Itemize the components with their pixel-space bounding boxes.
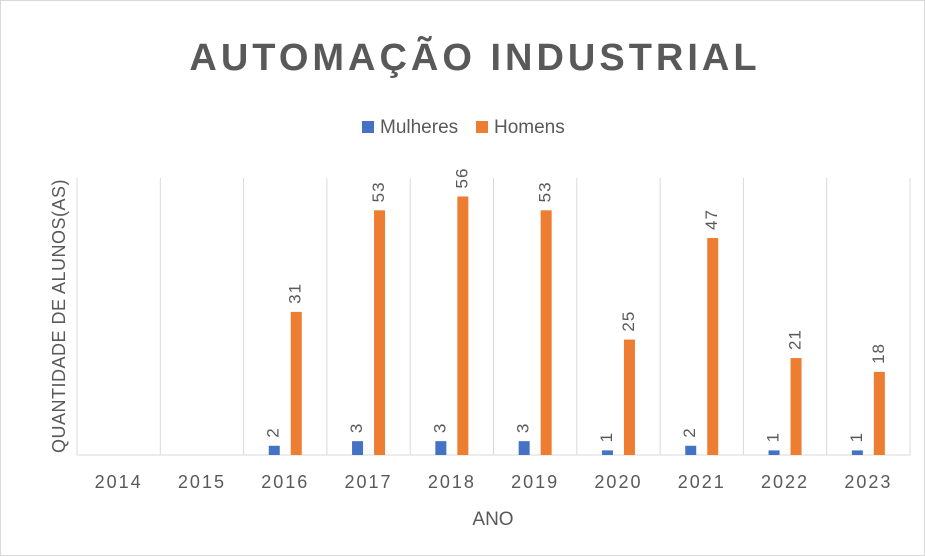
x-tick-label: 2023 xyxy=(844,472,892,492)
data-label: 53 xyxy=(369,181,388,202)
legend-swatch xyxy=(476,121,488,133)
data-label: 1 xyxy=(764,432,783,442)
x-tick-label: 2022 xyxy=(761,472,809,492)
x-tick-label: 2018 xyxy=(428,472,476,492)
x-tick-label: 2019 xyxy=(511,472,559,492)
y-axis-label: QUANTIDADE DE ALUNOS(AS) xyxy=(49,179,69,453)
data-label: 2 xyxy=(680,427,699,437)
data-label: 56 xyxy=(452,168,471,189)
legend-label: Homens xyxy=(494,117,565,138)
bar xyxy=(540,210,552,455)
data-label: 18 xyxy=(869,343,888,364)
legend-swatch xyxy=(362,121,374,133)
x-tick-label: 2021 xyxy=(678,472,726,492)
bar xyxy=(873,371,885,455)
bar xyxy=(374,210,386,455)
bar xyxy=(768,450,780,455)
bar xyxy=(352,441,364,455)
bar xyxy=(623,339,635,455)
data-label: 3 xyxy=(514,423,533,433)
data-label: 1 xyxy=(847,432,866,442)
x-tick-label: 2014 xyxy=(95,472,143,492)
data-label: 53 xyxy=(536,181,555,202)
bar xyxy=(685,445,697,455)
bar xyxy=(290,311,302,455)
x-tick-label: 2017 xyxy=(345,472,393,492)
data-label: 3 xyxy=(430,423,449,433)
legend-label: Mulheres xyxy=(380,117,458,138)
bar xyxy=(435,441,447,455)
bar xyxy=(518,441,530,455)
data-label: 31 xyxy=(286,283,305,304)
x-tick-label: 2016 xyxy=(261,472,309,492)
data-label: 3 xyxy=(347,423,366,433)
bar xyxy=(457,196,469,455)
x-axis-label: ANO xyxy=(472,509,513,530)
data-label: 21 xyxy=(786,329,805,350)
x-tick-label: 2020 xyxy=(594,472,642,492)
bar xyxy=(851,450,863,455)
bar xyxy=(601,450,613,455)
chart-title: AUTOMAÇÃO INDUSTRIAL xyxy=(189,35,760,79)
data-label: 25 xyxy=(619,311,638,332)
data-label: 47 xyxy=(702,209,721,230)
bar xyxy=(790,358,802,455)
bar xyxy=(268,445,280,455)
bar xyxy=(707,238,719,455)
x-tick-label: 2015 xyxy=(178,472,226,492)
data-label: 1 xyxy=(597,432,616,442)
data-label: 2 xyxy=(264,427,283,437)
